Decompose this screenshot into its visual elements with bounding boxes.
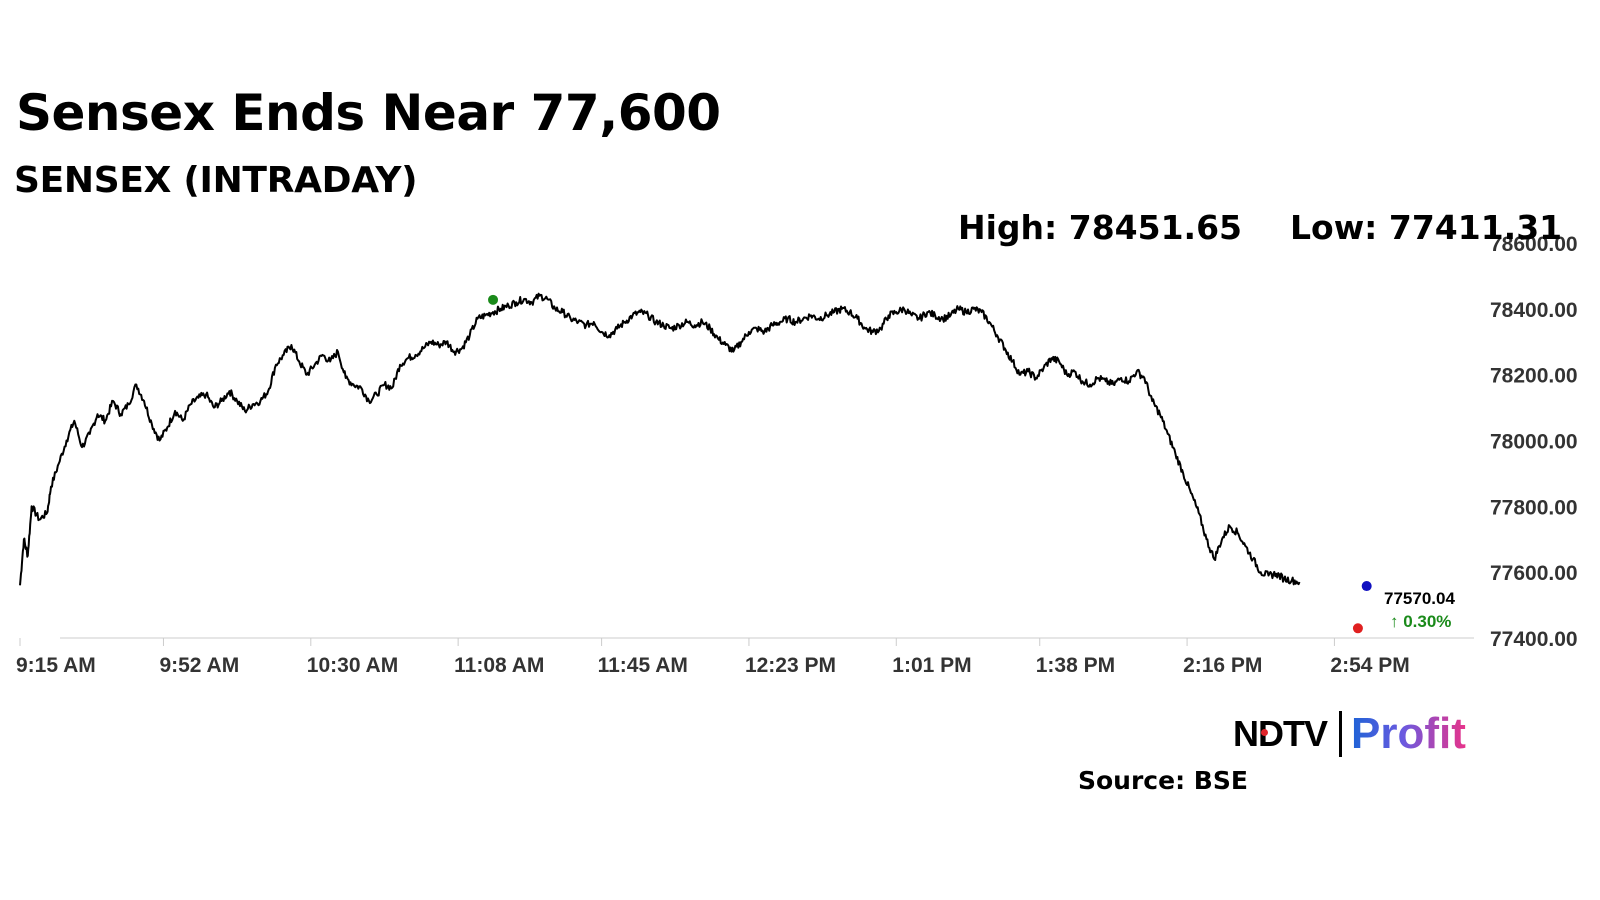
logo-ndtv-text: NDTV — [1233, 713, 1328, 754]
chart-subtitle: SENSEX (INTRADAY) — [14, 160, 418, 201]
x-tick-label: 12:23 PM — [745, 654, 836, 677]
change-percent-label: ↑ 0.30% — [1390, 612, 1451, 631]
ndtv-profit-logo: NDTV Profit — [1233, 708, 1466, 760]
day-high-stat: High: 78451.65 — [958, 208, 1242, 247]
x-tick-label: 11:08 AM — [454, 654, 544, 677]
last-price-label: 77570.04 — [1384, 589, 1455, 608]
day-low-marker — [1352, 623, 1363, 634]
x-tick-label: 10:30 AM — [307, 654, 398, 677]
x-tick-label: 1:01 PM — [892, 654, 971, 677]
y-tick-label: 78000.00 — [1490, 431, 1578, 454]
y-tick-label: 78400.00 — [1490, 299, 1578, 322]
sensex-series-line — [19, 292, 1301, 586]
day-low-stat: Low: 77411.31 — [1290, 208, 1563, 247]
x-tick-label: 1:38 PM — [1036, 654, 1115, 677]
x-tick-label: 2:16 PM — [1183, 654, 1262, 677]
x-tick-label: 2:54 PM — [1330, 654, 1409, 677]
y-tick-label: 77800.00 — [1490, 496, 1578, 519]
day-high-marker — [488, 294, 499, 305]
chart-markers — [488, 294, 1372, 634]
x-tick-label: 11:45 AM — [598, 654, 688, 677]
y-tick-label: 78600.00 — [1490, 233, 1578, 256]
x-tick-label: 9:52 AM — [159, 654, 239, 677]
logo-divider — [1339, 711, 1342, 757]
y-tick-label: 77400.00 — [1490, 628, 1578, 651]
x-tick-label: 9:15 AM — [16, 654, 96, 677]
x-axis: 9:15 AM 9:52 AM 10:30 AM 11:08 AM 11:45 AM 12… — [16, 637, 1474, 677]
logo-red-dot-icon — [1261, 729, 1268, 736]
last-price-marker — [1361, 581, 1372, 592]
y-tick-label: 78200.00 — [1490, 365, 1578, 388]
logo-profit-text: Profit — [1351, 709, 1466, 758]
y-axis: 77400.00 77600.00 77800.00 78000.00 78200.00… — [1490, 233, 1578, 651]
source-credit: Source: BSE — [1078, 766, 1248, 795]
chart-title: Sensex Ends Near 77,600 — [16, 84, 721, 142]
y-tick-label: 77600.00 — [1490, 562, 1578, 585]
